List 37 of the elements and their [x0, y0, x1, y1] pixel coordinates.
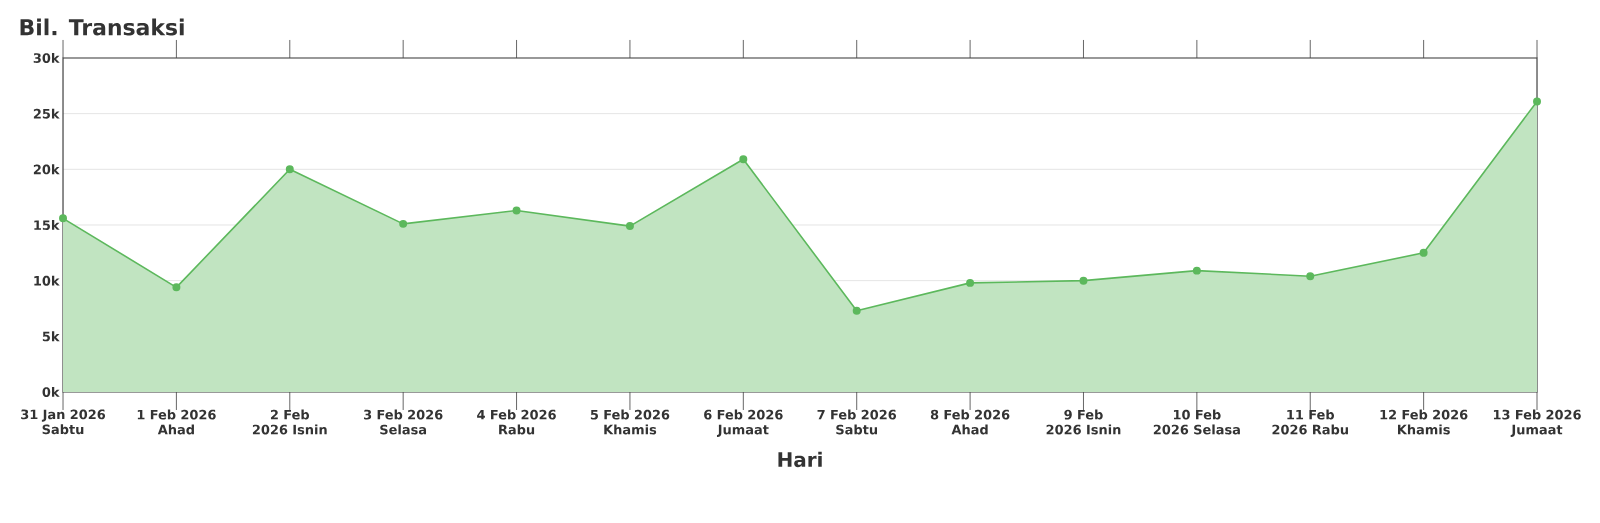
- point: [1079, 276, 1088, 285]
- point: [1192, 266, 1201, 275]
- y-tick-label: 5k: [42, 331, 60, 342]
- x-tick-label: 4 Feb 2026 Rabu: [477, 409, 556, 435]
- point: [739, 155, 748, 164]
- x-tick-label: 13 Feb 2026 Jumaat: [1493, 409, 1581, 437]
- x-tick-label: 10 Feb 2026 Selasa: [1153, 409, 1240, 435]
- y-tick-label: 25k: [33, 108, 60, 119]
- x-tick-label: 2 Feb 2026 Isnin: [252, 409, 327, 435]
- point: [285, 165, 294, 174]
- point: [966, 278, 975, 287]
- x-axis-title: Hari: [778, 451, 822, 468]
- x-tick-label: 11 Feb 2026 Rabu: [1272, 409, 1348, 435]
- y-tick-label: 10k: [34, 275, 60, 286]
- y-tick-label: 20k: [33, 164, 60, 175]
- x-tick-label: 31 Jan 2026 Sabtu: [21, 409, 106, 435]
- point: [625, 222, 634, 231]
- x-tick-label: 7 Feb 2026 Sabtu: [817, 409, 897, 435]
- x-tick-label: 12 Feb 2026 Khamis: [1380, 409, 1468, 435]
- x-tick-label: 8 Feb 2026 Ahad: [930, 409, 1010, 435]
- point: [1533, 97, 1541, 106]
- point: [172, 283, 181, 292]
- y-tick-label: 15k: [34, 219, 60, 230]
- x-tick-label: 5 Feb 2026 Khamis: [590, 409, 670, 435]
- point: [1306, 272, 1315, 281]
- point: [59, 214, 68, 223]
- chart-title: Bil. Transaksi: [20, 18, 184, 36]
- point: [852, 306, 861, 315]
- x-tick-label: 3 Feb 2026 Selasa: [364, 409, 443, 435]
- y-tick-label: 30k: [33, 52, 60, 63]
- y-tick-label: 0k: [42, 386, 60, 397]
- point: [1419, 248, 1428, 257]
- point: [512, 206, 521, 215]
- x-tick-label: 6 Feb 2026 Jumaat: [704, 409, 783, 437]
- x-tick-label: 9 Feb 2026 Isnin: [1046, 409, 1121, 435]
- point: [399, 219, 408, 228]
- x-tick-label: 1 Feb 2026 Ahad: [137, 409, 216, 435]
